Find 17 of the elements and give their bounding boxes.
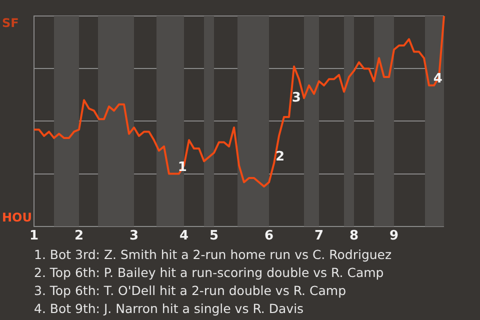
text: SF: [2, 16, 19, 30]
text: HOU: [2, 210, 32, 225]
annotation: 2: [275, 149, 285, 164]
annotation: 3: [292, 90, 301, 106]
x-tick-label: 4: [179, 228, 189, 244]
x-tick-label: 1: [29, 228, 39, 244]
x-tick-label: 7: [314, 228, 324, 244]
x-tick-label: 5: [209, 228, 219, 244]
text: 3. Top 6th: T. O'Dell hit a 2-run double vs R. Camp: [34, 282, 348, 300]
x-tick-label: 2: [74, 228, 84, 244]
text: 4. Bot 9th: J. Narron hit a single vs R. Davis: [34, 300, 305, 318]
x-tick-label: 8: [349, 228, 359, 244]
x-tick-label: 6: [264, 228, 274, 244]
x-tick-label: 3: [129, 228, 139, 244]
text: 2. Top 6th: P. Bailey hit a run-scoring double vs R. Camp: [34, 264, 385, 282]
text: 1. Bot 3rd: Z. Smith hit a 2-run home run vs C. Rodriguez: [34, 246, 393, 264]
x-tick-label: 9: [389, 228, 399, 244]
